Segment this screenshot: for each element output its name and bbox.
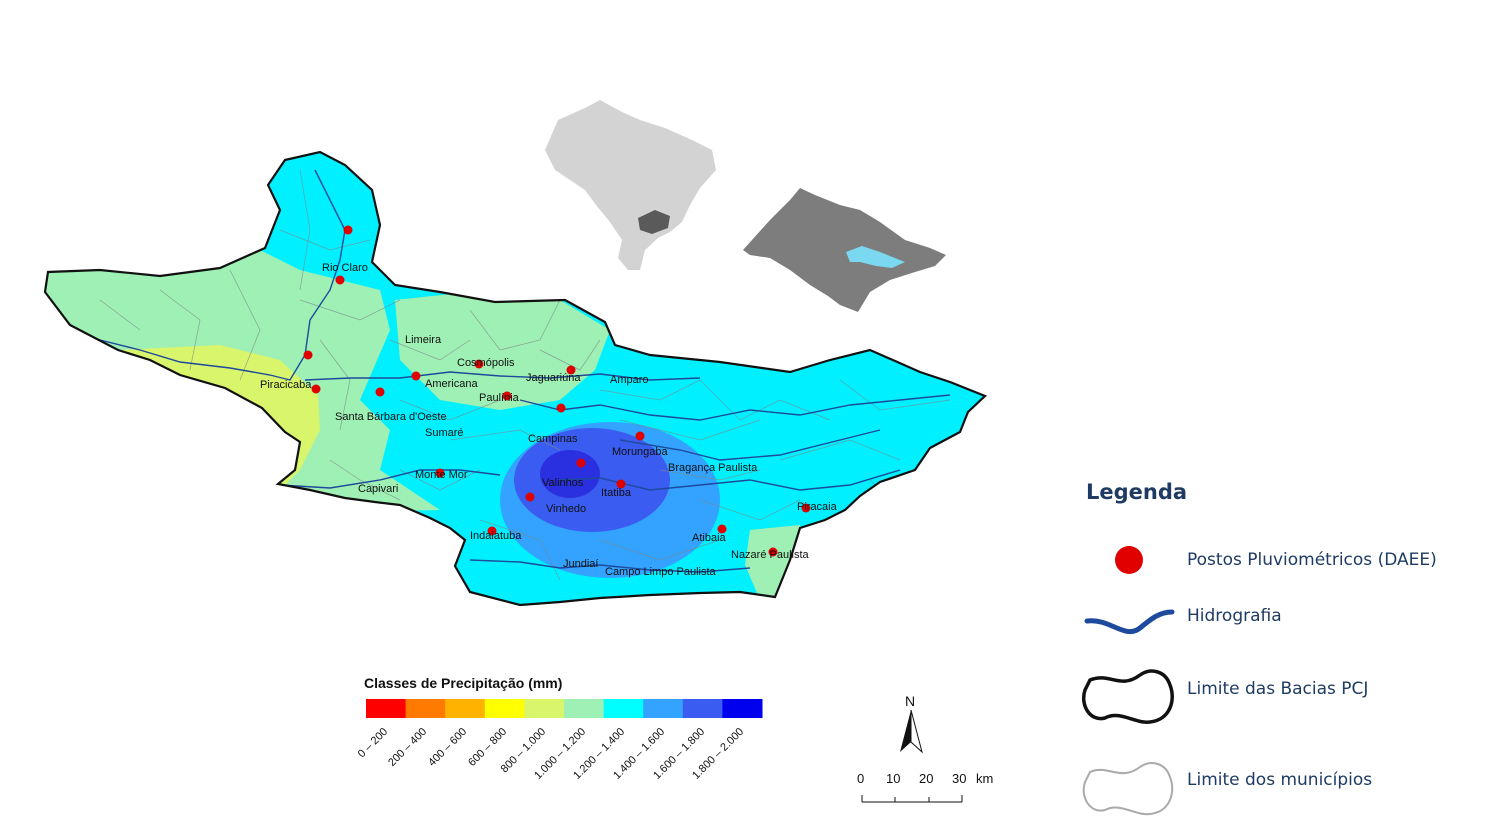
precipitation-class-swatch — [643, 699, 684, 718]
city-label: Morungaba — [612, 446, 669, 458]
station-point — [343, 225, 353, 235]
city-label: Atibaia — [692, 532, 727, 544]
station-point — [566, 365, 576, 375]
city-label: Bragança Paulista — [668, 462, 758, 474]
precipitation-zones — [45, 152, 985, 605]
station-legend-symbol — [1115, 546, 1143, 574]
station-point — [311, 384, 321, 394]
station-point — [411, 371, 421, 381]
precipitation-class-swatch — [524, 699, 565, 718]
legend-label-basin: Limite das Bacias PCJ — [1187, 679, 1369, 699]
precipitation-class-swatch — [564, 699, 605, 718]
station-point — [556, 403, 566, 413]
city-label: Valinhos — [542, 477, 584, 489]
precipitation-class-swatch — [603, 699, 644, 718]
scale-unit-label: km — [976, 771, 994, 786]
city-label: Itatiba — [601, 487, 632, 499]
city-label: Paulínia — [479, 392, 520, 404]
city-label: Cosmópolis — [457, 357, 515, 369]
scale-tick-label: 0 — [857, 771, 865, 786]
station-point — [474, 359, 484, 369]
rain-stations — [303, 225, 811, 557]
city-label: Americana — [425, 378, 478, 390]
precipitation-class-swatch — [445, 699, 486, 718]
precipitation-class-swatch — [722, 699, 763, 718]
north-arrow: N — [900, 693, 923, 754]
station-point — [435, 468, 445, 478]
station-point — [525, 492, 535, 502]
basin-boundary — [43, 150, 988, 607]
city-label: Monte Mor — [415, 469, 468, 481]
station-point — [768, 547, 778, 557]
station-point — [576, 458, 586, 468]
station-point — [502, 391, 512, 401]
sao-paulo-inset-map — [743, 188, 946, 312]
station-point — [616, 479, 626, 489]
station-point — [375, 387, 385, 397]
precipitation-class-swatch — [682, 699, 723, 718]
city-label: Jundiaí — [563, 558, 598, 570]
city-label: Piracaia — [797, 501, 838, 513]
legend-label-municipalities: Limite dos municípios — [1187, 770, 1373, 790]
scale-tick-label: 20 — [919, 771, 934, 786]
station-point — [303, 350, 313, 360]
station-point — [717, 524, 727, 534]
precipitation-class-swatch — [366, 699, 407, 718]
precipitation-color-scale — [366, 699, 763, 718]
precipitation-class-swatch — [484, 699, 525, 718]
city-label: Santa Bárbara d'Oeste — [335, 411, 447, 423]
city-label: Rio Claro — [322, 262, 368, 274]
scale-bar — [861, 795, 963, 803]
city-labels: Rio Claro Limeira Cosmópolis Piracicaba … — [260, 262, 838, 578]
city-label: Jaguariúna — [526, 372, 581, 384]
station-point — [487, 526, 497, 536]
city-label: Vinhedo — [546, 503, 586, 515]
legend-label-rivers: Hidrografia — [1187, 606, 1282, 626]
city-label: Campinas — [528, 433, 578, 445]
scale-tick-label: 30 — [952, 771, 967, 786]
city-label: Sumaré — [425, 427, 464, 439]
scale-tick-label: 10 — [886, 771, 901, 786]
city-label: Campo Limpo Paulista — [605, 566, 717, 578]
municipality-legend-symbol — [1082, 762, 1174, 816]
basin-legend-symbol — [1082, 669, 1174, 724]
precipitation-class-swatch — [405, 699, 446, 718]
brazil-inset-map — [545, 100, 716, 270]
city-label: Limeira — [405, 334, 442, 346]
station-point — [801, 503, 811, 513]
city-label: Amparo — [610, 374, 649, 386]
river-legend-symbol — [1084, 609, 1175, 635]
precipitation-scale-title: Classes de Precipitação (mm) — [364, 675, 563, 691]
city-label: Indaiatuba — [470, 530, 522, 542]
north-label: N — [905, 693, 915, 709]
rivers — [69, 169, 951, 573]
station-point — [635, 431, 645, 441]
legend-label-stations: Postos Pluviométricos (DAEE) — [1187, 550, 1437, 570]
city-label: Piracicaba — [260, 379, 312, 391]
city-label: Nazaré Paulista — [731, 549, 810, 561]
legend-title: Legenda — [1086, 480, 1188, 504]
station-point — [335, 275, 345, 285]
city-label: Capivari — [358, 483, 398, 495]
